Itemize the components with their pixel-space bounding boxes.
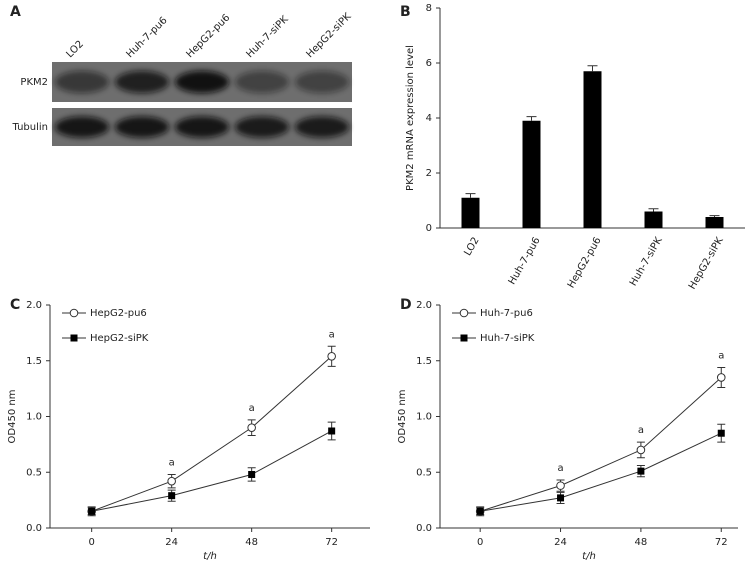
x-tick-label: 48: [245, 537, 258, 548]
lane-label: LO2: [64, 39, 86, 61]
lane-label: HepG2-siPK: [304, 11, 353, 60]
marker: [328, 427, 336, 435]
band: [175, 116, 229, 138]
y-tick-label: 1.0: [26, 412, 42, 423]
marker: [247, 423, 256, 432]
error-bar: [526, 116, 537, 121]
error-bar: [587, 65, 598, 72]
marker: [556, 481, 565, 490]
legend-label: HepG2-siPK: [90, 333, 149, 344]
band: [55, 70, 109, 94]
row-label: Tubulin: [11, 122, 48, 133]
lane-label: Huh-7-siPK: [244, 14, 291, 61]
marker: [476, 507, 484, 515]
x-tick-label: 48: [635, 537, 648, 548]
y-tick-label: 0.0: [416, 523, 432, 534]
bar: [705, 217, 724, 228]
x-tick-label: 72: [715, 537, 728, 548]
band: [235, 70, 289, 94]
lane-label: HepG2-pu6: [184, 12, 232, 60]
error-bar: [465, 193, 476, 198]
panel-label: B: [400, 4, 411, 20]
x-tick-label: Huh-7-pu6: [507, 236, 543, 287]
y-tick-label: 0.5: [416, 467, 432, 478]
band: [55, 116, 109, 138]
y-tick-label: 1.0: [416, 412, 432, 423]
bar: [644, 211, 663, 228]
series-line: [91, 430, 332, 512]
x-tick-label: 24: [165, 537, 178, 548]
marker: [88, 507, 96, 515]
y-tick-label: 1.5: [416, 356, 432, 367]
marker: [459, 308, 469, 318]
marker: [327, 351, 336, 361]
x-tick-label: 0: [477, 537, 483, 548]
band: [295, 70, 349, 94]
marker: [168, 492, 176, 500]
x-tick-label: 24: [554, 537, 567, 548]
x-tick-label: HepG2-pu6: [566, 236, 604, 291]
marker: [70, 334, 78, 342]
y-tick-label: 8: [426, 3, 432, 14]
y-tick-label: 2.0: [416, 300, 432, 311]
x-tick-label: 0: [88, 537, 94, 548]
y-tick-label: 6: [426, 58, 432, 69]
band: [115, 70, 169, 94]
y-tick-label: 0: [426, 223, 432, 234]
legend-label: Huh-7-pu6: [480, 308, 533, 319]
band: [175, 70, 229, 94]
y-tick-label: 0.0: [26, 523, 42, 534]
annotation: a: [249, 403, 255, 414]
annotation: a: [718, 350, 724, 361]
annotation: a: [169, 457, 175, 468]
error-bar: [648, 208, 659, 212]
bar: [522, 120, 541, 228]
row-label: PKM2: [20, 77, 48, 88]
marker: [637, 467, 645, 475]
y-tick-label: 0.5: [26, 467, 42, 478]
marker: [717, 429, 725, 437]
series-line: [480, 377, 722, 512]
panel-label: C: [10, 297, 20, 313]
x-tick-label: 72: [325, 537, 338, 548]
annotation: a: [557, 463, 563, 474]
y-tick-label: 4: [426, 113, 432, 124]
y-axis-label: OD450 nm: [397, 390, 408, 444]
x-tick-label: Huh-7-siPK: [628, 235, 665, 288]
x-tick-label: LO2: [462, 236, 481, 258]
band: [295, 116, 349, 138]
x-axis-label: t/h: [582, 551, 596, 562]
y-tick-label: 2.0: [26, 300, 42, 311]
lane-label: Huh-7-pu6: [124, 15, 169, 60]
marker: [557, 494, 565, 502]
y-axis-label: PKM2 mRNA expression level: [405, 45, 416, 191]
series-line: [480, 432, 722, 512]
series-line: [91, 355, 332, 512]
panel-label: D: [400, 297, 412, 313]
marker: [69, 308, 79, 318]
panel-label: A: [10, 4, 21, 20]
annotation: a: [329, 329, 335, 340]
marker: [636, 445, 646, 455]
marker: [248, 470, 256, 478]
marker: [460, 334, 468, 342]
bar: [461, 197, 480, 228]
x-axis-label: t/h: [203, 551, 217, 562]
legend-label: Huh-7-siPK: [480, 333, 535, 344]
bar: [583, 71, 602, 228]
band: [115, 116, 169, 138]
y-axis-label: OD450 nm: [7, 390, 18, 444]
annotation: a: [638, 425, 644, 436]
error-bar: [709, 215, 720, 217]
legend-label: HepG2-pu6: [90, 308, 147, 319]
band: [235, 116, 289, 138]
x-tick-label: HepG2-siPK: [687, 235, 726, 291]
y-tick-label: 2: [426, 168, 432, 179]
marker: [716, 373, 726, 382]
y-tick-label: 1.5: [26, 356, 42, 367]
marker: [167, 476, 176, 486]
